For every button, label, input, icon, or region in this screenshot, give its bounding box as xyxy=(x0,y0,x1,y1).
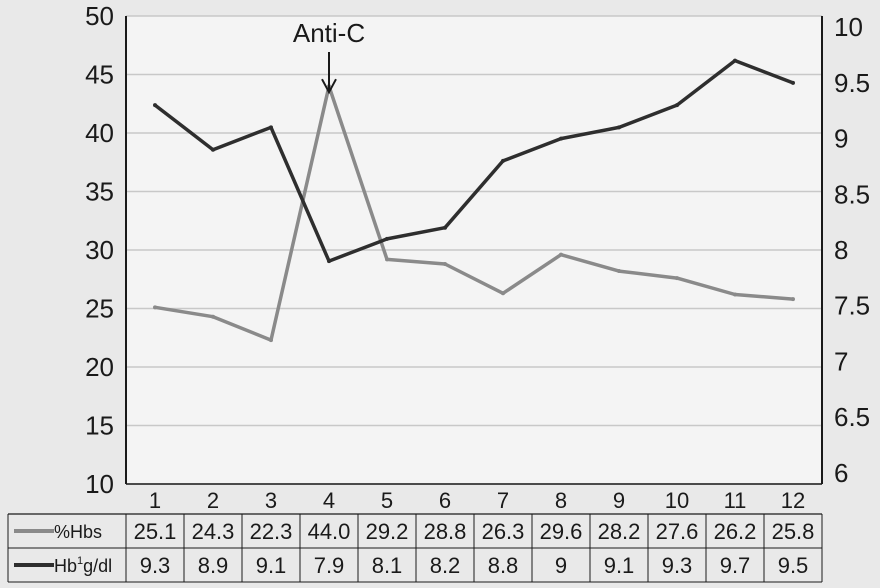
x-tick-label: 4 xyxy=(323,488,335,513)
table-cell-value: 9.1 xyxy=(256,553,287,578)
y-left-tick-label: 50 xyxy=(85,1,114,31)
x-tick-label: 6 xyxy=(439,488,451,513)
table-cell-value: 25.8 xyxy=(772,519,815,544)
legend-label: Hb1g/dl xyxy=(54,555,112,576)
x-tick-label: 7 xyxy=(497,488,509,513)
table-cell-value: 26.2 xyxy=(714,519,757,544)
legend-label: %Hbs xyxy=(54,522,102,542)
y-left-tick-label: 20 xyxy=(85,352,114,382)
y-left-tick-label: 15 xyxy=(85,411,114,441)
x-tick-label: 10 xyxy=(665,488,689,513)
y-left-tick-label: 30 xyxy=(85,235,114,265)
data-point xyxy=(733,58,737,63)
table-cell-value: 44.0 xyxy=(308,519,351,544)
y-right-tick-label: 10 xyxy=(834,12,863,42)
data-point xyxy=(733,292,737,297)
y-right-tick-label: 7.5 xyxy=(834,291,870,321)
data-point xyxy=(675,103,679,108)
data-point xyxy=(443,225,447,230)
y-right-tick-label: 9 xyxy=(834,124,848,154)
y-left-tick-label: 10 xyxy=(85,469,114,499)
series-line-hb xyxy=(153,58,794,263)
table-cell-value: 29.2 xyxy=(366,519,409,544)
table-cell-value: 9.3 xyxy=(140,553,171,578)
table-cell-value: 24.3 xyxy=(192,519,235,544)
table-cell-value: 8.2 xyxy=(430,553,461,578)
data-point xyxy=(559,136,563,141)
data-point xyxy=(617,269,621,274)
table-cell-value: 9 xyxy=(555,553,567,578)
data-point xyxy=(559,252,563,257)
data-point xyxy=(269,125,273,130)
y-left-tick-label: 45 xyxy=(85,60,114,90)
table-cell-value: 9.7 xyxy=(720,553,751,578)
y-right-tick-label: 8 xyxy=(834,235,848,265)
table-cell-value: 29.6 xyxy=(540,519,583,544)
data-point xyxy=(269,338,273,343)
table-cell-value: 8.9 xyxy=(198,553,229,578)
data-point xyxy=(675,276,679,281)
table-cell-value: 8.8 xyxy=(488,553,519,578)
y-right-tick-label: 6.5 xyxy=(834,402,870,432)
data-point xyxy=(501,158,505,163)
x-tick-label: 2 xyxy=(207,488,219,513)
annotation-arrow-head xyxy=(321,78,337,95)
y-right-tick-label: 7 xyxy=(834,346,848,376)
data-point xyxy=(211,314,215,319)
x-tick-label: 1 xyxy=(149,488,161,513)
x-tick-label: 9 xyxy=(613,488,625,513)
y-left-tick-label: 25 xyxy=(85,294,114,324)
table-cell-value: 26.3 xyxy=(482,519,525,544)
table-cell-value: 22.3 xyxy=(250,519,293,544)
y-right-tick-label: 8.5 xyxy=(834,179,870,209)
table-cell-value: 9.5 xyxy=(778,553,809,578)
y-right-tick-label: 6 xyxy=(834,458,848,488)
data-point xyxy=(153,305,157,310)
x-tick-label: 12 xyxy=(781,488,805,513)
annotation-label: Anti-C xyxy=(293,18,365,48)
series-line-hbs xyxy=(154,84,794,342)
data-point xyxy=(385,257,389,262)
table-cell-value: 28.2 xyxy=(598,519,641,544)
data-point xyxy=(791,80,795,85)
data-point xyxy=(385,236,389,241)
data-point xyxy=(443,262,447,267)
x-tick-label: 8 xyxy=(555,488,567,513)
data-point xyxy=(327,259,331,264)
y-left-tick-label: 35 xyxy=(85,177,114,207)
data-point xyxy=(211,147,215,152)
data-point xyxy=(617,125,621,130)
data-point xyxy=(501,291,505,296)
table-cell-value: 27.6 xyxy=(656,519,699,544)
y-left-tick-label: 40 xyxy=(85,118,114,148)
table-cell-value: 9.3 xyxy=(662,553,693,578)
table-cell-value: 7.9 xyxy=(314,553,345,578)
y-right-tick-label: 9.5 xyxy=(834,68,870,98)
table-cell-value: 28.8 xyxy=(424,519,467,544)
x-tick-label: 5 xyxy=(381,488,393,513)
table-cell-value: 9.1 xyxy=(604,553,635,578)
data-point xyxy=(153,103,157,108)
data-point xyxy=(791,297,795,302)
x-tick-label: 11 xyxy=(724,488,747,513)
table-cell-value: 8.1 xyxy=(372,553,403,578)
table-cell-value: 25.1 xyxy=(134,519,177,544)
x-tick-label: 3 xyxy=(265,488,277,513)
